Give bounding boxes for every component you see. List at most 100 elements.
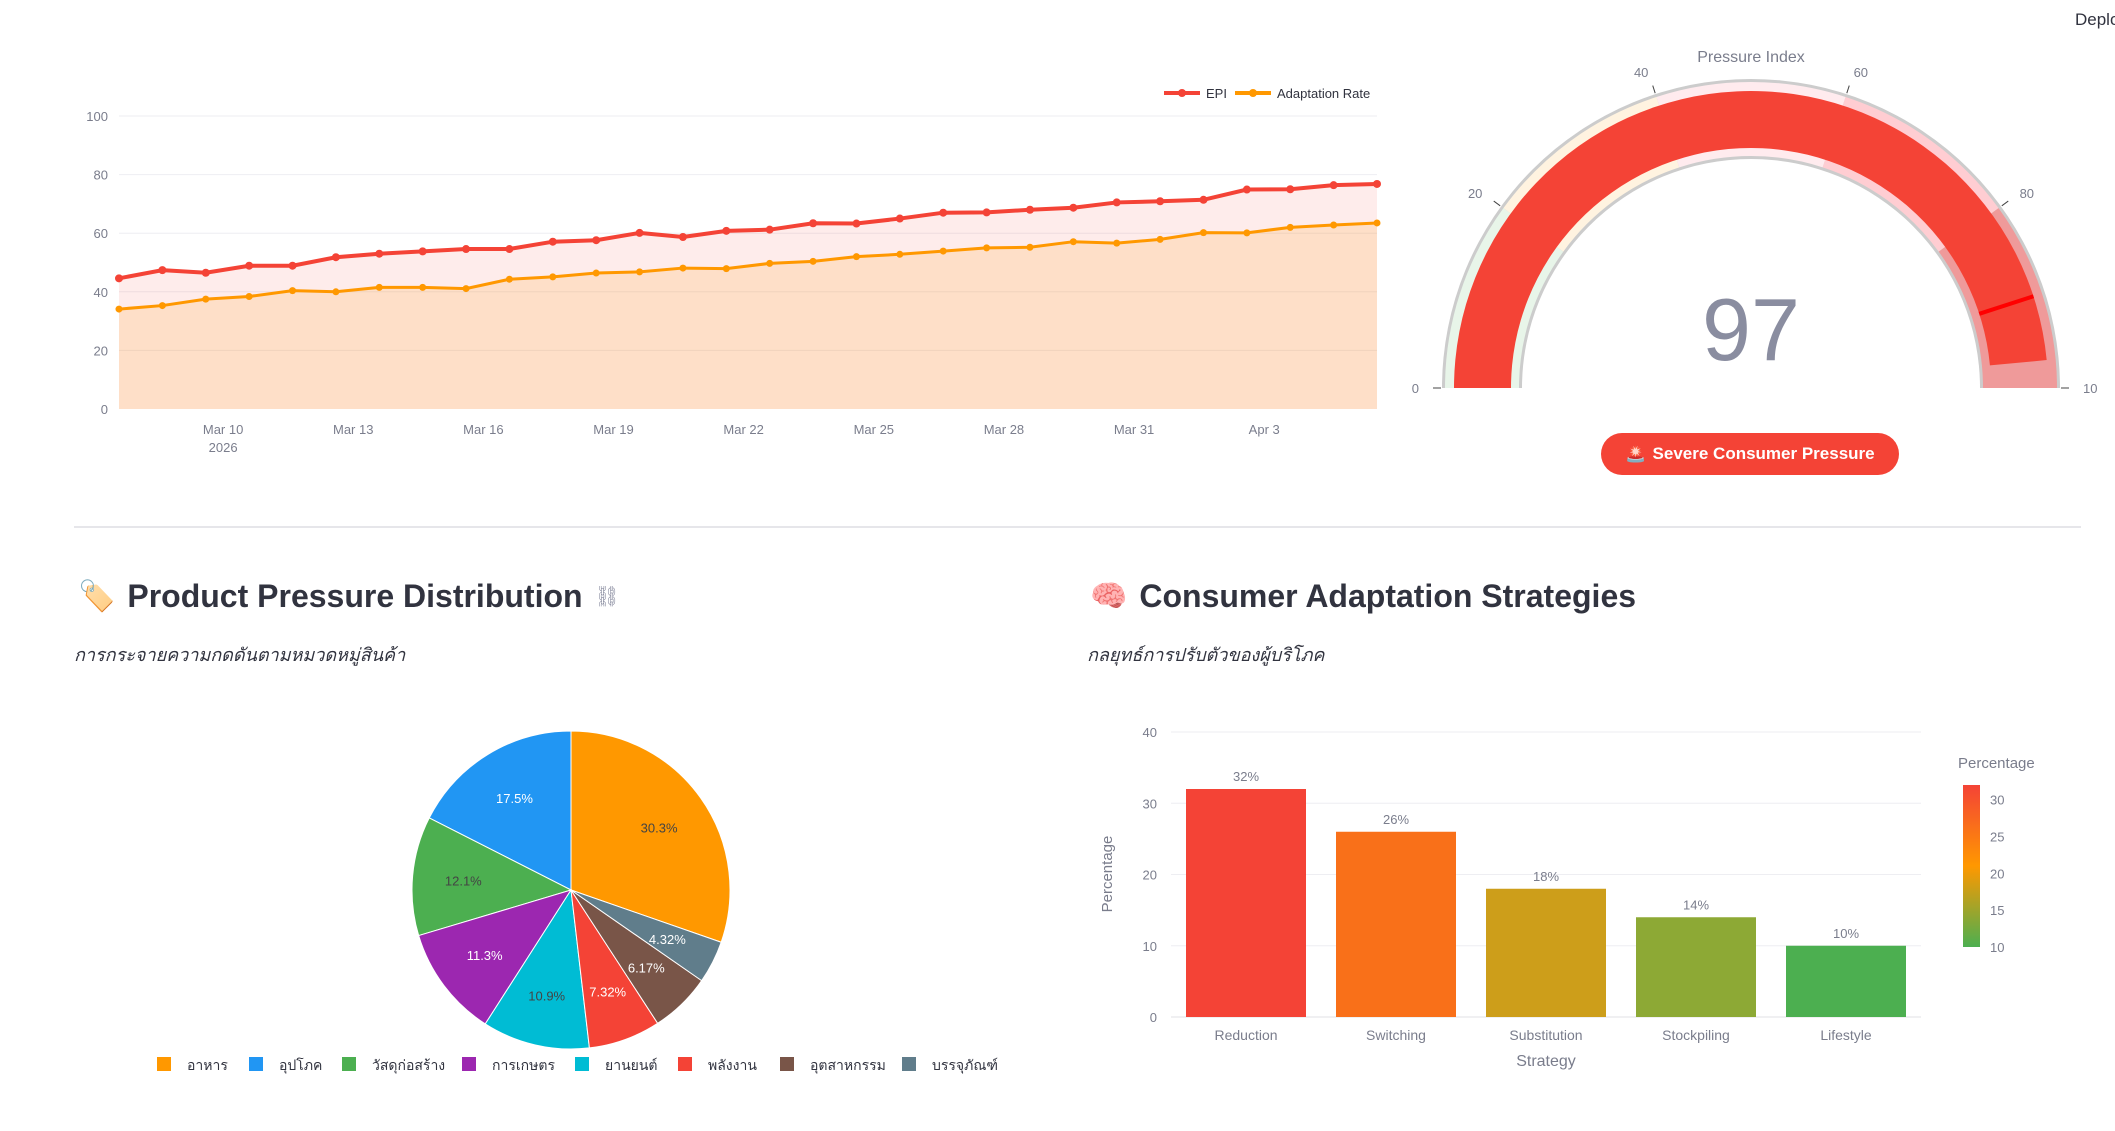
- x-tick-label: Mar 31: [1114, 422, 1154, 437]
- pie-slice: [411, 817, 573, 937]
- data-point: [1112, 198, 1121, 207]
- siren-icon: 🚨: [1625, 444, 1647, 463]
- data-point: [765, 225, 774, 234]
- colorbar-tick-label: 25: [1990, 830, 2004, 845]
- pressure-gauge: 0 20 40 60 80 10 Pressure Index 97: [1412, 49, 2098, 396]
- data-point: [202, 295, 210, 303]
- data-point: [1373, 219, 1381, 227]
- x-tick-label: Stockpiling: [1662, 1027, 1730, 1043]
- data-point: [505, 245, 514, 254]
- product-pie-chart: 30.3% 17.5% 12.1% 11.3% 10.9% 7.32%6.17% 4.32%…: [157, 730, 998, 1074]
- area-fill-0: [119, 183, 1377, 409]
- x-tick-label: Mar 22: [723, 422, 763, 437]
- pie-slice-label: 10.9%: [528, 988, 565, 1003]
- data-point: [289, 287, 297, 295]
- gauge-threshold: [1978, 294, 2035, 316]
- strategy-bar-chart: 0 10 20 30 40 32% Reduction 26% Switching 18% Subs…: [1099, 725, 2035, 1070]
- strategy-section-title: Consumer Adaptation Strategies: [1139, 578, 1637, 614]
- data-point: [115, 274, 123, 283]
- product-section-subtitle: การกระจายความกดดันตามหมวดหมู่สินค้า: [74, 645, 406, 665]
- colorbar-tick-label: 10: [1990, 940, 2004, 955]
- legend-swatch: [342, 1057, 356, 1071]
- pie-slice-label: 30.3%: [641, 820, 678, 835]
- legend-label: บรรจุภัณฑ์: [932, 1057, 998, 1074]
- gauge-tick: [1652, 85, 1656, 94]
- data-point: [895, 214, 904, 223]
- deploy-button[interactable]: Deploy: [2075, 10, 2115, 29]
- data-point: [375, 283, 383, 291]
- x-tick-label: Mar 13: [333, 422, 373, 437]
- severe-pressure-badge[interactable]: 🚨 Severe Consumer Pressure: [1601, 433, 1899, 475]
- pie-slice: [570, 730, 731, 943]
- series-line-0: [118, 181, 1378, 281]
- y-tick-label: 20: [1143, 868, 1157, 883]
- gauge-title: Pressure Index: [1697, 49, 1805, 66]
- gauge-tick-label: 80: [2020, 186, 2034, 201]
- data-point: [678, 233, 687, 242]
- data-point: [1156, 197, 1165, 206]
- data-point: [1113, 239, 1121, 247]
- colorbar-tick-label: 20: [1990, 866, 2004, 881]
- link-icon[interactable]: ⛓: [594, 586, 620, 608]
- pie-slice-label: 6.17%: [628, 961, 665, 976]
- y-tick-label: 80: [94, 168, 108, 183]
- legend-swatch: [157, 1057, 171, 1071]
- data-point: [1025, 205, 1034, 214]
- gauge-tick-label: 40: [1634, 65, 1648, 80]
- bar-value-label: 14%: [1683, 897, 1709, 912]
- data-point: [636, 268, 644, 276]
- legend-label: การเกษตร: [492, 1057, 555, 1073]
- gauge-bar: [1454, 91, 2047, 388]
- pie-slice-label: 12.1%: [445, 873, 482, 888]
- data-point: [331, 253, 340, 262]
- data-point: [418, 247, 427, 256]
- x-tick-label: Substitution: [1509, 1027, 1582, 1043]
- y-tick-label: 30: [1143, 796, 1157, 811]
- x-tick-label: Mar 19: [593, 422, 633, 437]
- y-tick-label: 100: [86, 109, 108, 124]
- bar: [1336, 831, 1456, 1017]
- data-point: [201, 268, 210, 277]
- data-point: [679, 264, 687, 272]
- data-point: [332, 288, 340, 296]
- data-point: [505, 275, 513, 283]
- legend-label: EPI: [1206, 86, 1227, 101]
- data-point: [288, 261, 297, 270]
- legend-swatch: [249, 1057, 263, 1071]
- y-tick-label: 0: [101, 402, 108, 417]
- bar: [1486, 888, 1606, 1017]
- data-point: [419, 283, 427, 291]
- data-point: [809, 219, 818, 228]
- gauge-tick: [2001, 200, 2009, 207]
- pie-slice-label: 17.5%: [496, 791, 533, 806]
- legend-label: Adaptation Rate: [1277, 86, 1370, 101]
- legend-marker: [1249, 89, 1257, 97]
- data-point: [852, 253, 860, 261]
- data-point: [375, 249, 384, 258]
- product-section-heading: 🏷️ Product Pressure Distribution ⛓: [78, 578, 620, 615]
- data-point: [1156, 235, 1164, 243]
- gauge-tick-label: 60: [1854, 65, 1868, 80]
- pie-slice: [484, 888, 590, 1050]
- bar: [1786, 945, 1906, 1017]
- colorbar-tick-label: 15: [1990, 903, 2004, 918]
- x-tick-year: 2026: [209, 440, 238, 455]
- bar: [1636, 917, 1756, 1017]
- gauge-tick: [1493, 200, 1501, 207]
- legend-swatch: [780, 1057, 794, 1071]
- x-tick-label: Mar 28: [984, 422, 1024, 437]
- gauge-tick-label: 0: [1412, 381, 1419, 396]
- data-point: [1286, 223, 1294, 231]
- data-point: [115, 305, 123, 313]
- pie-slice-label: 7.32%: [589, 985, 626, 1000]
- data-point: [1069, 238, 1077, 246]
- y-tick-label: 40: [1143, 725, 1157, 740]
- data-point: [982, 208, 991, 217]
- data-point: [158, 266, 167, 275]
- strategy-section-heading: 🧠 Consumer Adaptation Strategies: [1090, 578, 1636, 615]
- data-point: [1330, 221, 1338, 229]
- data-point: [1373, 179, 1381, 188]
- legend-label: วัสดุก่อสร้าง: [372, 1057, 445, 1074]
- data-point: [939, 208, 948, 217]
- x-tick-label: Lifestyle: [1820, 1027, 1872, 1043]
